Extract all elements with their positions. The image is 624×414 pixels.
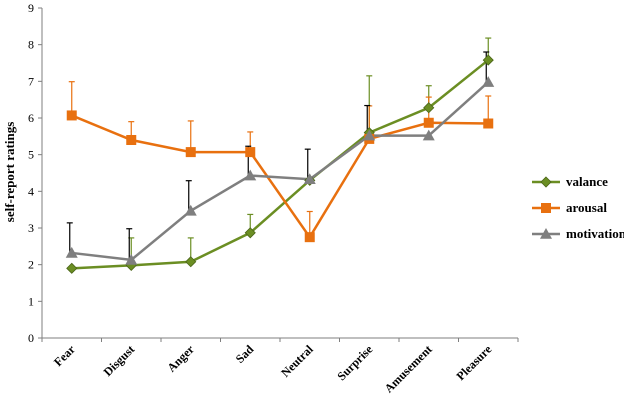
- y-tick-label: 9: [28, 1, 34, 15]
- legend-marker-motivation: [540, 228, 552, 239]
- data-point-motivation: [65, 246, 78, 258]
- x-tick-label: Fear: [51, 342, 78, 369]
- data-point-arousal: [304, 232, 315, 243]
- data-point-arousal: [185, 147, 196, 158]
- data-point-motivation: [482, 76, 495, 87]
- legend-label-valance: valance: [566, 174, 608, 189]
- error-bars: [66, 37, 492, 266]
- x-tick-label: Anger: [164, 342, 197, 375]
- x-tick-label: Amusement: [382, 342, 435, 395]
- y-tick-label: 0: [28, 331, 34, 345]
- y-tick-label: 3: [28, 221, 34, 235]
- legend-marker-arousal: [541, 203, 551, 213]
- data-point-arousal: [483, 118, 494, 129]
- series-line-arousal: [71, 114, 489, 240]
- series-lines: [71, 59, 490, 270]
- series-line-motivation: [71, 81, 490, 262]
- y-tick-label: 1: [28, 294, 34, 308]
- x-tick-label: Surprise: [334, 342, 375, 383]
- data-point-valance: [423, 102, 435, 114]
- data-point-motivation: [422, 129, 435, 141]
- y-tick-label: 6: [28, 111, 34, 125]
- x-tick-label: Sad: [233, 342, 257, 366]
- y-tick-label: 5: [28, 148, 34, 162]
- data-point-motivation: [363, 129, 376, 141]
- legend-marker-valance: [540, 176, 552, 188]
- data-point-arousal: [126, 135, 137, 145]
- data-point-valance: [66, 262, 78, 274]
- data-point-motivation: [244, 169, 257, 181]
- y-tick-label: 4: [28, 184, 34, 198]
- data-point-motivation: [303, 173, 316, 185]
- y-tick-label: 8: [28, 38, 34, 52]
- y-tick-label: 2: [28, 258, 34, 272]
- y-axis-title: self-report ratings: [2, 122, 17, 222]
- y-tick-label: 7: [28, 74, 34, 88]
- data-point-valance: [482, 54, 494, 66]
- y-tick-labels: 0 1 2 3 4 5 6 7 8 9: [28, 1, 34, 345]
- series-markers: [65, 54, 495, 274]
- x-tick-label: Pleasure: [454, 342, 495, 383]
- data-point-motivation: [184, 204, 197, 216]
- data-point-valance: [185, 256, 197, 268]
- x-tick-labels: Fear Disgust Anger Sad Neutral Surprise Amusem…: [51, 342, 495, 396]
- data-point-arousal: [66, 110, 77, 121]
- axes: [38, 7, 519, 342]
- x-tick-label: Disgust: [101, 342, 138, 379]
- legend-label-arousal: arousal: [566, 200, 607, 215]
- data-point-arousal: [423, 117, 434, 128]
- series-line-valance: [71, 59, 490, 270]
- data-point-valance: [244, 227, 256, 239]
- data-point-arousal: [245, 147, 256, 158]
- x-tick-label: Neutral: [278, 342, 316, 380]
- legend: valance arousal motivation: [532, 174, 624, 241]
- legend-label-motivation: motivation: [566, 226, 624, 241]
- y-axis-title-group: self-report ratings: [2, 122, 17, 222]
- data-point-motivation: [125, 253, 138, 265]
